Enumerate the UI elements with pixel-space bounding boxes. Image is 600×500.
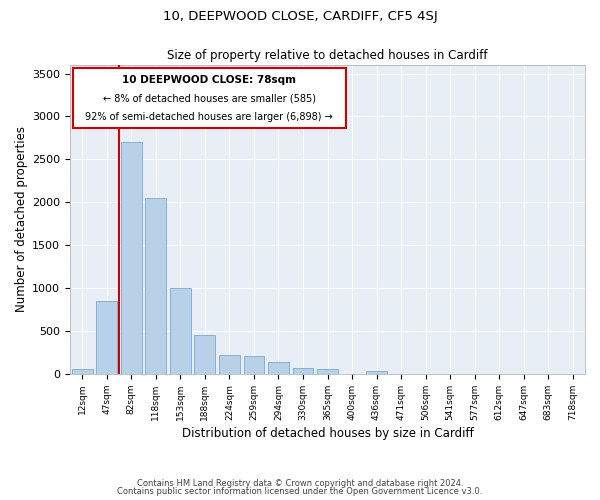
Text: Contains public sector information licensed under the Open Government Licence v3: Contains public sector information licen… — [118, 487, 482, 496]
Text: 92% of semi-detached houses are larger (6,898) →: 92% of semi-detached houses are larger (… — [85, 112, 333, 122]
Bar — [97, 301, 117, 374]
FancyBboxPatch shape — [73, 68, 346, 128]
Bar — [366, 371, 387, 374]
Bar — [293, 368, 313, 374]
Bar — [194, 335, 215, 374]
Bar — [72, 369, 92, 374]
Bar — [145, 198, 166, 374]
Text: 10 DEEPWOOD CLOSE: 78sqm: 10 DEEPWOOD CLOSE: 78sqm — [122, 75, 296, 85]
Bar — [317, 369, 338, 374]
Title: Size of property relative to detached houses in Cardiff: Size of property relative to detached ho… — [167, 50, 488, 62]
Y-axis label: Number of detached properties: Number of detached properties — [15, 126, 28, 312]
X-axis label: Distribution of detached houses by size in Cardiff: Distribution of detached houses by size … — [182, 427, 473, 440]
Bar — [121, 142, 142, 374]
Text: 10, DEEPWOOD CLOSE, CARDIFF, CF5 4SJ: 10, DEEPWOOD CLOSE, CARDIFF, CF5 4SJ — [163, 10, 437, 23]
Bar — [268, 362, 289, 374]
Text: ← 8% of detached houses are smaller (585): ← 8% of detached houses are smaller (585… — [103, 93, 316, 103]
Bar — [219, 355, 240, 374]
Text: Contains HM Land Registry data © Crown copyright and database right 2024.: Contains HM Land Registry data © Crown c… — [137, 478, 463, 488]
Bar — [170, 288, 191, 374]
Bar — [244, 356, 265, 374]
